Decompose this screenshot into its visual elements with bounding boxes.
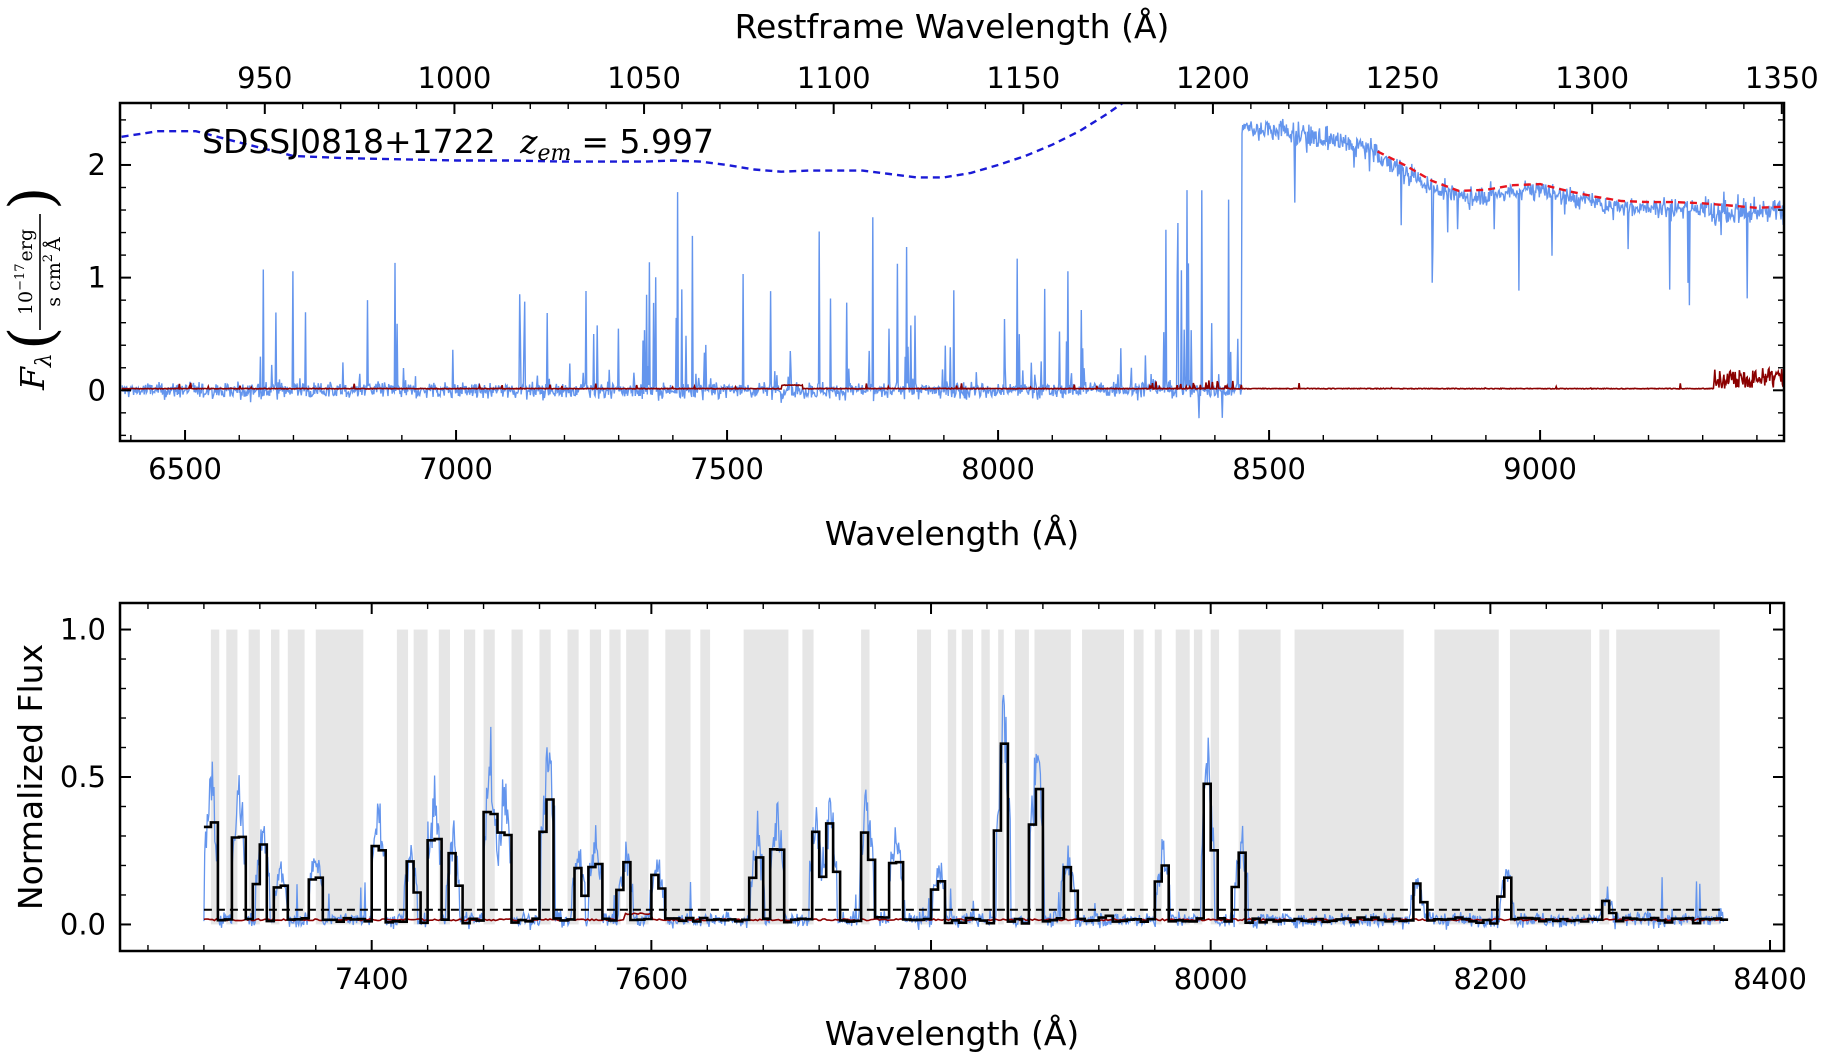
top-y-tick-label: 0 (88, 373, 106, 407)
mask-region (1434, 629, 1499, 925)
top-y-tick-label: 1 (88, 261, 106, 295)
mask-region (1509, 629, 1592, 925)
bottom-x-tick-label: 8200 (1453, 962, 1527, 996)
top-x2-tick-label: 1150 (986, 61, 1060, 95)
top-x2-tick-label: 1000 (418, 61, 492, 95)
bottom-x-tick-label: 7600 (614, 962, 688, 996)
top-x2-tick-label: 1350 (1745, 61, 1819, 95)
mask-region (1599, 629, 1610, 925)
quasar-name: SDSSJ0818+1722 (202, 122, 496, 161)
top-plot-frame (118, 101, 1786, 443)
mask-region (511, 629, 523, 925)
top-x2-tick-label: 950 (237, 61, 292, 95)
redshift-symbol: z (519, 122, 538, 161)
quasar-annotation: SDSSJ0818+1722 zem = 5.997 (202, 122, 714, 166)
top-x-tick-label: 7500 (690, 452, 764, 486)
bottom-y-tick-label: 0.0 (60, 907, 106, 941)
bottom-x-tick-label: 8000 (1174, 962, 1248, 996)
observed-flux-line (121, 118, 1784, 419)
binned-flux-step-line (203, 742, 1729, 925)
mask-region (315, 629, 364, 925)
top-x2-tick-label: 1050 (607, 61, 681, 95)
mask-region (463, 629, 476, 925)
top-x2-tick-label: 1250 (1366, 61, 1440, 95)
mask-region (961, 629, 973, 925)
mask-region (1210, 629, 1220, 925)
mask-region (665, 629, 691, 925)
mask-region (802, 629, 814, 925)
mask-region (539, 629, 551, 925)
mask-region (1014, 629, 1029, 925)
top-axis-ticks: 6500 7000 7500 8000 8500 9000 0 1 2 950 1000 1050 11… (88, 61, 1819, 486)
bottom-y-tick-label: 0.5 (60, 760, 106, 794)
top-x-tick-label: 6500 (148, 452, 222, 486)
redshift-subscript: em (538, 141, 572, 166)
mask-region (1175, 629, 1190, 925)
top-y-axis-label: Fλ ( 10−17erg s cm2Å ) (0, 187, 67, 391)
continuum-fit-line (1376, 150, 1784, 210)
bottom-plot-frame (118, 601, 1786, 953)
ylabel-numerator: 10−17erg (13, 229, 37, 315)
mask-region (1154, 629, 1162, 925)
mask-region (438, 629, 451, 925)
qso-template-line (121, 103, 1124, 179)
ylabel-left-paren: ( (0, 327, 67, 350)
mask-region (1133, 629, 1144, 925)
mask-region (413, 629, 428, 925)
top-x-tick-label: 8500 (1232, 452, 1306, 486)
redshift-value: = 5.997 (581, 122, 714, 161)
mask-region (1082, 629, 1124, 925)
mask-region (861, 629, 870, 925)
top-x2-tick-label: 1100 (797, 61, 871, 95)
mask-region (947, 629, 957, 925)
bottom-y-axis-label: Normalized Flux (11, 644, 50, 910)
mask-region (210, 629, 220, 925)
mask-region (589, 629, 602, 925)
top-x-tick-label: 7000 (419, 452, 493, 486)
top-x2-axis-label: Restframe Wavelength (Å) (735, 6, 1170, 46)
top-panel: 6500 7000 7500 8000 8500 9000 0 1 2 950 1000 1050 11… (0, 6, 1819, 553)
mask-region (700, 629, 711, 925)
mask-region (626, 629, 649, 925)
ylabel-right-paren: ) (0, 187, 67, 210)
bottom-x-tick-label: 7800 (894, 962, 968, 996)
flux-error-line (121, 365, 1784, 391)
mask-region (981, 629, 990, 925)
mask-region (1616, 629, 1720, 925)
mask-region (743, 629, 789, 925)
mask-region (248, 629, 260, 925)
bottom-x-axis-label: Wavelength (Å) (825, 1013, 1080, 1053)
mask-region (1193, 629, 1203, 925)
top-y-tick-label: 2 (88, 148, 106, 182)
mask-region (917, 629, 932, 925)
top-x-tick-label: 9000 (1503, 452, 1577, 486)
bottom-y-tick-label: 1.0 (60, 613, 106, 647)
top-plot-area (121, 103, 1784, 419)
mask-region (609, 629, 621, 925)
ylabel-symbol: Fλ (13, 353, 57, 391)
top-x2-tick-label: 1200 (1176, 61, 1250, 95)
mask-region (287, 629, 305, 925)
mask-region (1294, 629, 1404, 925)
mask-region (567, 629, 579, 925)
bottom-plot-area (203, 629, 1729, 931)
mask-region (271, 629, 280, 925)
mask-region (396, 629, 409, 925)
ylabel-denominator: s cm2Å (41, 237, 65, 307)
normalized-flux-line (203, 694, 1724, 931)
bottom-x-tick-label: 8400 (1733, 962, 1807, 996)
bottom-x-tick-label: 7400 (335, 962, 409, 996)
top-x-tick-label: 8000 (961, 452, 1035, 486)
bottom-panel: 7400 7600 7800 8000 8200 8400 0.0 0.5 1.0 Wavele… (11, 601, 1807, 1053)
top-x2-tick-label: 1300 (1555, 61, 1629, 95)
top-x-axis-label: Wavelength (Å) (825, 513, 1080, 553)
mask-region (226, 629, 238, 925)
